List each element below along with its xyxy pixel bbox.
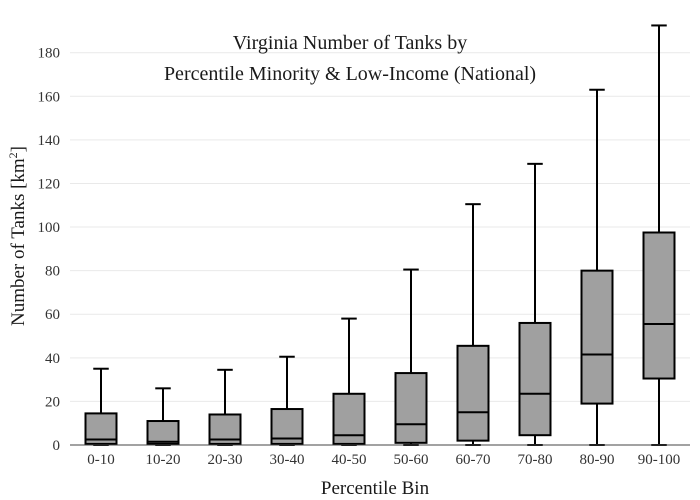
y-tick-label: 40	[45, 351, 60, 367]
y-axis-title-text: Number of Tanks	[8, 194, 29, 326]
grid-lines	[70, 52, 690, 402]
iqr-box	[642, 231, 676, 380]
y-tick-label: 0	[53, 438, 61, 454]
iqr-box	[394, 372, 428, 444]
x-tick-label: 40-50	[332, 452, 367, 468]
iqr-box	[146, 420, 180, 445]
iqr-box	[456, 344, 490, 442]
x-tick-label: 20-30	[208, 452, 243, 468]
y-tick-label: 60	[45, 307, 60, 323]
box-80-90	[580, 88, 614, 446]
y-axis-unit-base: km	[8, 158, 29, 183]
box-10-20	[146, 387, 180, 446]
iqr-box	[580, 269, 614, 405]
box-40-50	[332, 317, 366, 446]
box-series	[84, 24, 676, 446]
x-tick-label: 60-70	[456, 452, 491, 468]
iqr-box	[332, 392, 366, 445]
box-20-30	[208, 368, 242, 446]
y-tick-label: 180	[38, 46, 61, 62]
y-tick-label: 100	[38, 220, 61, 236]
y-tick-label: 140	[38, 133, 61, 149]
y-axis-title: Number of Tanks [km2]	[6, 146, 29, 326]
axes: 0 20 40 60 80 100 120 140 160 180 0-10 10-20 20-30 30…	[38, 46, 690, 468]
y-tick-label: 80	[45, 264, 60, 280]
x-tick-label: 0-10	[87, 452, 115, 468]
y-tick-label: 20	[45, 394, 60, 410]
y-axis-unit-close: ]	[8, 146, 29, 152]
box-30-40	[270, 355, 304, 446]
box-90-100	[642, 24, 676, 446]
x-tick-label: 80-90	[580, 452, 615, 468]
box-50-60	[394, 268, 428, 446]
x-axis-title: Percentile Bin	[321, 478, 430, 499]
y-tick-label: 120	[38, 176, 61, 192]
y-axis-unit-open: [	[8, 183, 29, 194]
iqr-box	[518, 321, 552, 437]
x-tick-label: 30-40	[270, 452, 305, 468]
x-tick-label: 90-100	[638, 452, 681, 468]
chart-title-group: Virginia Number of Tanks by Percentile M…	[164, 32, 536, 85]
y-tick-label: 160	[38, 89, 61, 105]
box-70-80	[518, 162, 552, 446]
box-60-70	[456, 203, 490, 446]
x-tick-label: 50-60	[394, 452, 429, 468]
y-axis-unit-exp: 2	[6, 152, 20, 158]
chart-title-line-2: Percentile Minority & Low-Income (Nation…	[164, 63, 536, 85]
x-tick-label: 10-20	[146, 452, 181, 468]
chart-title-line-1: Virginia Number of Tanks by	[233, 32, 467, 54]
x-tick-label: 70-80	[518, 452, 553, 468]
box-0-10	[84, 367, 118, 446]
